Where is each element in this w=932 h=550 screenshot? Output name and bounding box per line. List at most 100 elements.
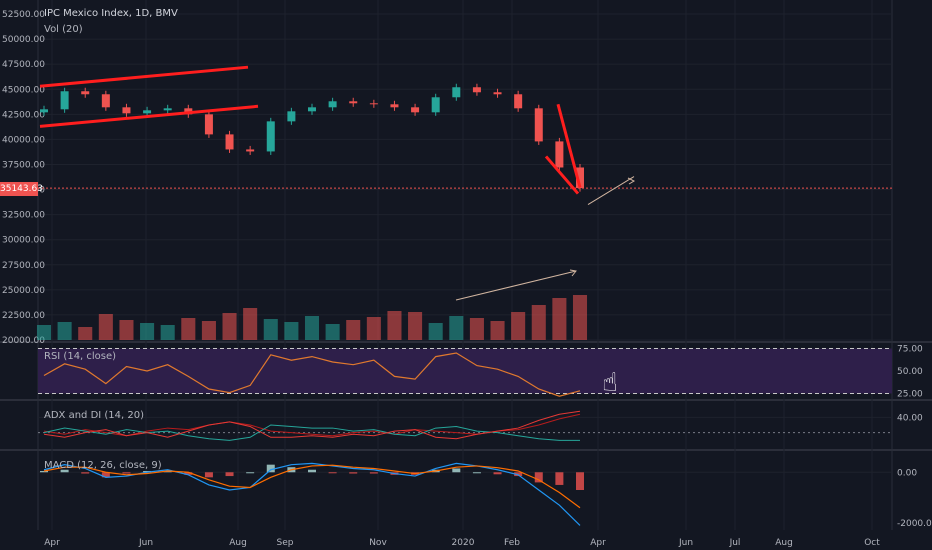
x-tick-label: 2020 — [452, 538, 475, 548]
candle-body — [40, 109, 48, 113]
volume-bar — [284, 322, 299, 340]
candle-body — [431, 97, 440, 113]
y-tick-label: 25000.00 — [2, 286, 45, 296]
macd-hist-bar — [308, 469, 316, 473]
candle-body — [534, 108, 543, 142]
trendline-drop-upper — [556, 103, 582, 188]
volume-bar — [511, 312, 526, 340]
x-tick-label: Jun — [678, 538, 693, 548]
y-tick-label: 50000.00 — [2, 35, 45, 45]
candle-body — [287, 111, 296, 122]
volume-bar — [57, 322, 72, 340]
macd-tick-label: -2000.00 — [897, 519, 932, 529]
volume-bar — [572, 295, 588, 340]
x-tick-label: Oct — [864, 538, 880, 548]
candle-body — [266, 121, 275, 152]
x-tick-label: Jun — [138, 538, 153, 548]
y-tick-label: 37500.00 — [2, 160, 45, 170]
x-tick-label: Apr — [44, 538, 60, 548]
rsi-label: RSI (14, close) — [44, 351, 117, 362]
macd-label: MACD (12, 26, close, 9) — [44, 460, 162, 471]
y-tick-label: 20000.00 — [2, 336, 45, 346]
volume-bar — [428, 323, 443, 340]
candle-body — [204, 114, 213, 135]
trendline-upper — [39, 65, 249, 88]
volume-bar — [346, 320, 361, 340]
macd-hist-bar — [204, 472, 213, 478]
macd-hist-bar — [472, 472, 481, 474]
rsi-tick-label: 50.00 — [897, 367, 923, 377]
macd-hist-bar — [534, 472, 543, 483]
trendline-drop-lower — [544, 155, 580, 195]
candle-body — [390, 104, 399, 108]
volume-bar — [243, 308, 258, 340]
volume-bar — [325, 324, 340, 340]
rsi-tick-label: 75.00 — [897, 345, 923, 355]
macd-hist-bar — [40, 471, 48, 473]
volume-bar — [531, 305, 546, 340]
volume-bar — [449, 316, 464, 340]
volume-bar — [201, 321, 216, 340]
signal-line — [43, 464, 581, 509]
candle-body — [308, 107, 316, 112]
volume-bar — [263, 319, 278, 340]
pointing-hand-icon: ☝ — [602, 368, 618, 398]
macd-hist-bar — [349, 472, 358, 474]
macd-hist-bar — [225, 472, 234, 477]
vol-label: Vol (20) — [44, 24, 83, 35]
arrow-price — [587, 176, 635, 206]
macd-hist-bar — [246, 472, 255, 474]
volume-bar — [140, 323, 155, 340]
volume-bar — [387, 311, 402, 340]
last-price-badge: 35143.63 — [0, 182, 43, 196]
adx-label: ADX and DI (14, 20) — [44, 410, 144, 421]
arrow-volume-head — [569, 269, 577, 277]
y-tick-label: 45000.00 — [2, 85, 45, 95]
candle-body — [328, 101, 337, 108]
macd-hist-bar — [81, 472, 90, 474]
volume-bar — [36, 325, 52, 340]
macd-hist-bar — [369, 472, 378, 474]
candle-body — [472, 87, 481, 93]
x-tick-label: Sep — [277, 538, 294, 548]
minus-di-line — [43, 410, 581, 440]
volume-bar — [160, 325, 175, 340]
macd-hist-bar — [122, 472, 131, 474]
candle-body — [225, 134, 234, 150]
macd-hist-bar — [514, 472, 523, 477]
candle-body — [246, 149, 255, 152]
candle-body — [514, 94, 523, 109]
macd-hist-bar — [452, 468, 461, 473]
x-tick-label: Aug — [229, 538, 247, 548]
macd-hist-bar — [101, 472, 110, 478]
macd-hist-bar — [60, 469, 69, 473]
volume-bar — [304, 316, 320, 340]
rsi-line — [43, 352, 581, 397]
candle-body — [349, 101, 358, 104]
macd-hist-bar — [184, 472, 193, 475]
candle-body — [122, 107, 131, 114]
macd-hist-bar — [266, 464, 275, 473]
arrow-price-head — [627, 177, 636, 185]
y-tick-label: 47500.00 — [2, 60, 45, 70]
candle-body — [411, 107, 420, 113]
trendline-lower — [39, 104, 259, 128]
y-tick-label: 40000.00 — [2, 135, 45, 145]
volume-bar — [222, 313, 237, 340]
x-tick-label: Aug — [775, 538, 793, 548]
volume-bar — [469, 318, 484, 340]
candle-body — [452, 87, 461, 98]
macd-tick-label: 0.00 — [897, 468, 917, 478]
y-tick-label: 32500.00 — [2, 211, 45, 221]
x-tick-label: Jul — [729, 538, 741, 548]
rsi-band — [38, 348, 892, 394]
arrow-volume — [455, 270, 577, 301]
chart-title: IPC Mexico Index, 1D, BMV — [44, 8, 178, 19]
y-tick-label: 30000.00 — [2, 236, 45, 246]
candle-body — [576, 167, 584, 189]
x-tick-label: Apr — [590, 538, 606, 548]
macd-hist-bar — [576, 472, 584, 490]
